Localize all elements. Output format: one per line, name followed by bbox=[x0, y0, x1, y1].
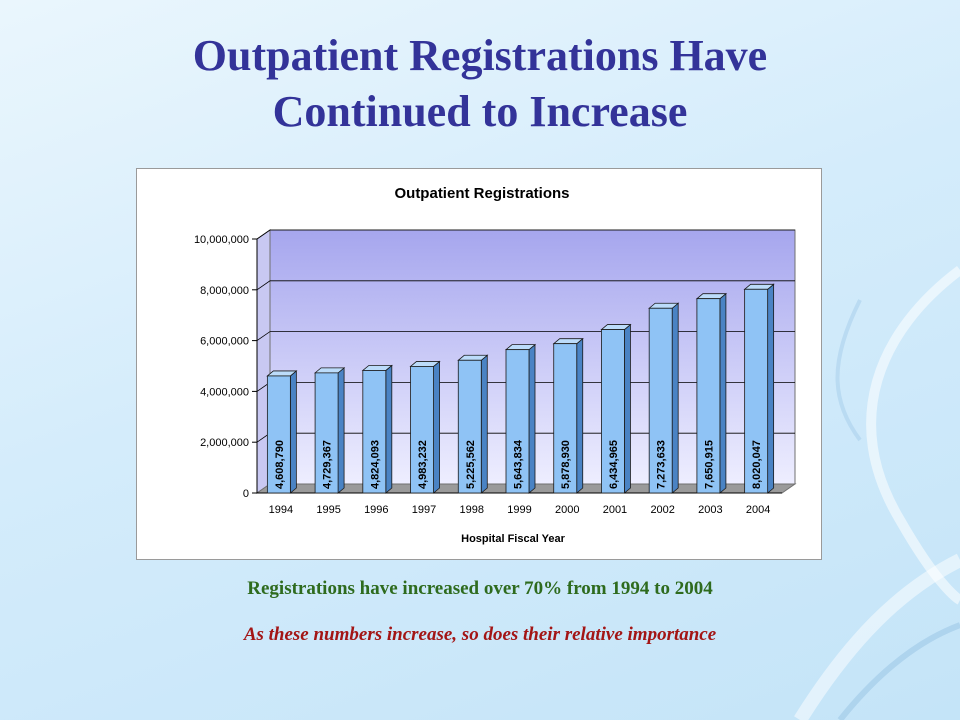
x-tick-label: 2000 bbox=[555, 504, 579, 516]
bar-value-label: 5,878,930 bbox=[560, 440, 572, 489]
bar-side bbox=[385, 364, 393, 494]
slide-title-line-2: Continued to Increase bbox=[272, 87, 688, 136]
bar-value-label: 5,225,562 bbox=[465, 440, 477, 489]
bar-value-label: 8,020,047 bbox=[751, 440, 763, 489]
y-tick-label: 2,000,000 bbox=[200, 437, 249, 449]
y-gridline bbox=[256, 280, 795, 291]
bar bbox=[410, 366, 434, 494]
chart-title: Outpatient Registrations bbox=[394, 185, 569, 202]
x-tick-label: 1994 bbox=[269, 504, 293, 516]
bar-side bbox=[337, 367, 345, 494]
caption-growth: Registrations have increased over 70% fr… bbox=[247, 578, 713, 599]
bar-value-label: 7,273,633 bbox=[656, 440, 668, 489]
bar-side bbox=[433, 360, 440, 494]
bar-value-label: 7,650,915 bbox=[703, 440, 715, 489]
x-axis-title: Hospital Fiscal Year bbox=[461, 533, 565, 545]
bar-value-label: 4,983,232 bbox=[417, 440, 429, 489]
slide-title-line-1: Outpatient Registrations Have bbox=[192, 31, 768, 80]
bar bbox=[314, 372, 339, 494]
y-tick-label: 8,000,000 bbox=[200, 285, 249, 297]
bar-value-label: 4,824,093 bbox=[369, 440, 381, 489]
x-tick-label: 1995 bbox=[316, 504, 340, 516]
bar-side bbox=[671, 302, 679, 494]
bar bbox=[601, 329, 625, 494]
bar-side bbox=[528, 343, 536, 494]
bar bbox=[648, 307, 673, 494]
bar-side bbox=[719, 292, 727, 494]
x-tick-label: 2001 bbox=[603, 504, 627, 516]
bar bbox=[362, 370, 387, 494]
bar-side bbox=[289, 370, 297, 494]
bar bbox=[457, 359, 482, 494]
x-tick-label: 2002 bbox=[650, 504, 674, 516]
x-tick-label: 1996 bbox=[364, 504, 388, 516]
bar-chart: Outpatient Registrations Hospital Fiscal… bbox=[194, 185, 797, 545]
bar bbox=[505, 349, 530, 494]
bar bbox=[744, 288, 769, 494]
x-tick-label: 1997 bbox=[412, 504, 436, 516]
x-tick-label: 1999 bbox=[507, 504, 531, 516]
caption-importance: As these numbers increase, so does their… bbox=[243, 624, 717, 645]
y-tick-label: 4,000,000 bbox=[200, 386, 249, 398]
bar-side bbox=[767, 283, 775, 494]
bar-side bbox=[624, 323, 631, 494]
bar bbox=[696, 298, 721, 494]
y-tick-label: 10,000,000 bbox=[194, 234, 249, 246]
bar-value-label: 4,608,790 bbox=[274, 440, 286, 489]
y-tick-label: 6,000,000 bbox=[200, 336, 249, 348]
x-tick-label: 1998 bbox=[460, 504, 484, 516]
y-gridline bbox=[256, 229, 795, 240]
y-tick-label: 0 bbox=[243, 488, 249, 500]
bar-side bbox=[480, 354, 488, 494]
bar-value-label: 4,729,367 bbox=[322, 440, 334, 489]
slide-title: Outpatient Registrations Have Continued … bbox=[0, 28, 960, 140]
bar bbox=[553, 343, 578, 494]
x-tick-label: 2004 bbox=[746, 504, 770, 516]
x-tick-label: 2003 bbox=[698, 504, 722, 516]
chart-panel: Outpatient Registrations Hospital Fiscal… bbox=[136, 168, 822, 560]
bar-side bbox=[576, 337, 584, 494]
bar bbox=[266, 375, 291, 494]
bar-value-label: 5,643,834 bbox=[513, 439, 525, 489]
bar-value-label: 6,434,965 bbox=[608, 440, 620, 489]
